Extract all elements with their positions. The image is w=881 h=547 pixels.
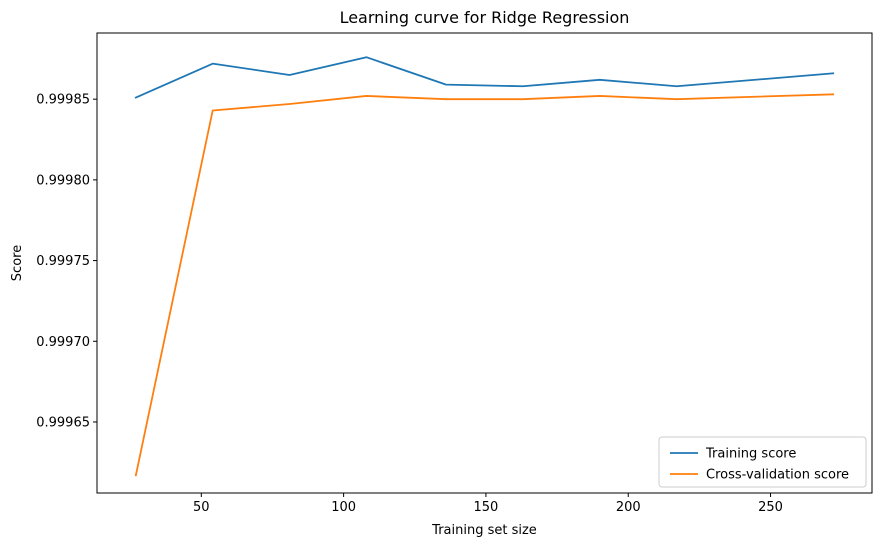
x-tick-label: 150 [474,500,499,515]
x-tick-label: 250 [758,500,783,515]
x-axis-label: Training set size [431,523,537,538]
cross-validation-score-line [134,93,835,477]
legend-box [658,436,867,488]
y-tick-label: 0.99980 [36,173,90,188]
legend-label-cross-validation: Cross-validation score [706,468,849,483]
y-axis-ticks: 0.99965 0.99970 0.99975 0.99980 0.99985 [36,93,97,430]
x-axis-ticks: 50 100 150 200 250 [193,493,783,515]
y-axis-label: Score [10,245,25,281]
plot-frame [96,32,873,494]
plot-area [97,33,872,493]
legend-label-training: Training score [705,447,796,462]
x-tick-label: 200 [616,500,641,515]
chart-title: Learning curve for Ridge Regression [340,8,630,27]
y-tick-label: 0.99965 [36,415,90,430]
x-tick-label: 100 [331,500,356,515]
series-lines [134,56,835,477]
y-tick-label: 0.99975 [36,254,90,269]
legend: Training score Cross-validation score [658,436,867,488]
training-score-line [134,56,835,99]
y-tick-label: 0.99985 [36,93,90,108]
y-tick-label: 0.99970 [36,335,90,350]
x-tick-label: 50 [193,500,210,515]
